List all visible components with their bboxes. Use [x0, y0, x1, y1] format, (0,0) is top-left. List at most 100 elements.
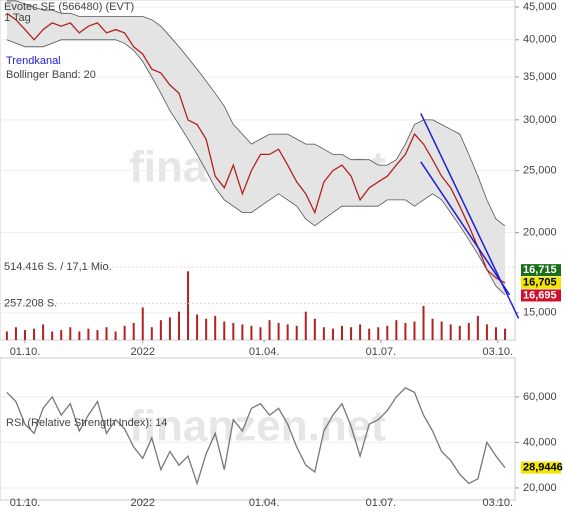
x-tick-label: 01.07.: [366, 497, 397, 509]
volume-bar: [259, 327, 262, 340]
rsi-title: RSI (Relative Strength Index): 14: [6, 417, 167, 429]
x-tick-label: 01.04.: [249, 497, 280, 509]
x-tick-label: 03.10.: [482, 346, 513, 358]
y-tick-label: 20,000: [523, 482, 557, 494]
volume-bar: [150, 327, 153, 340]
volume-bar: [223, 321, 226, 340]
volume-bar: [250, 325, 253, 340]
y-tick-label: 20,000: [523, 227, 557, 239]
volume-bar: [440, 321, 443, 340]
price-line: [6, 12, 506, 284]
volume-bar: [359, 324, 362, 340]
y-tick-label: 25,000: [523, 164, 557, 176]
volume-bar: [467, 323, 470, 340]
volume-bar: [214, 315, 217, 340]
value-label: 16,695: [523, 289, 557, 301]
volume-bar: [377, 327, 380, 340]
band-upper: [6, 0, 506, 227]
volume-bar: [268, 320, 271, 340]
volume-bar: [322, 327, 325, 340]
volume-bar: [187, 271, 190, 340]
volume-bar: [78, 331, 81, 340]
volume-bar: [295, 325, 298, 340]
volume-bar: [341, 325, 344, 340]
y-tick-label: 35,000: [523, 71, 557, 83]
volume-bar: [313, 318, 316, 340]
watermark: finanzen.net: [129, 402, 386, 451]
value-box: [521, 264, 561, 277]
volume-bar: [494, 327, 497, 340]
volume-bar: [286, 324, 289, 340]
y-tick-label: 60,000: [523, 391, 557, 403]
volume-bar: [14, 327, 17, 340]
volume-bar: [404, 323, 407, 340]
y-tick-label: 30,000: [523, 114, 557, 126]
band-fill: [6, 0, 506, 295]
volume-bar: [241, 324, 244, 340]
volume-bar: [69, 327, 72, 340]
volume-bar: [413, 321, 416, 340]
volume-tick-label: 514.416 S. / 17,1 Mio.: [4, 261, 112, 273]
x-tick-label: 03.10.: [482, 497, 513, 509]
volume-bar: [159, 320, 162, 340]
y-tick-label: 15,000: [523, 307, 557, 319]
volume-bar: [431, 318, 434, 340]
interval: 1 Tag: [4, 12, 31, 24]
volume-bar: [386, 325, 389, 340]
volume-bar: [168, 317, 171, 340]
trend-line: [420, 161, 511, 296]
value-label: 28,9446: [523, 461, 563, 473]
volume-bar: [60, 330, 63, 340]
volume-bar: [205, 318, 208, 340]
value-box: [521, 461, 561, 474]
volume-bar: [105, 327, 108, 340]
volume-bar: [458, 325, 461, 340]
volume-bar: [350, 327, 353, 340]
volume-bar: [395, 320, 398, 340]
chart-title: Evotec SE (566480) (EVT): [4, 1, 134, 13]
band-lower: [6, 39, 506, 296]
x-tick-label: 01.10.: [10, 497, 41, 509]
volume-bar: [504, 328, 507, 340]
volume-bar: [141, 307, 144, 340]
volume-bar: [331, 328, 334, 340]
x-tick-label: 01.10.: [10, 346, 41, 358]
volume-bar: [96, 330, 99, 340]
y-tick-label: 40,000: [523, 34, 557, 46]
value-box: [521, 289, 561, 302]
volume-bar: [368, 328, 371, 340]
volume-tick-label: 257.208 S.: [4, 297, 57, 309]
y-tick-label: 45,000: [523, 1, 557, 13]
volume-bar: [304, 311, 307, 340]
value-label: 16,715: [523, 264, 557, 276]
volume-bar: [476, 315, 479, 340]
volume-bar: [177, 311, 180, 340]
volume-bar: [33, 328, 36, 340]
x-tick-label: 01.07.: [366, 346, 397, 358]
x-tick-label: 01.04.: [249, 346, 280, 358]
value-label: 16,705: [523, 277, 557, 289]
volume-bar: [132, 323, 135, 340]
price-line: [6, 387, 506, 486]
volume-bar: [123, 325, 126, 340]
volume-bar: [196, 314, 199, 340]
value-box: [521, 276, 561, 289]
x-tick-label: 2022: [131, 346, 155, 358]
volume-bar: [42, 324, 45, 340]
volume-bar: [277, 323, 280, 340]
y-tick-label: 40,000: [523, 436, 557, 448]
volume-bar: [23, 330, 26, 340]
volume-bar: [114, 331, 117, 340]
volume-bar: [449, 324, 452, 340]
legend-label: Trendkanal: [6, 55, 61, 67]
volume-bar: [232, 323, 235, 340]
volume-bar: [87, 328, 90, 340]
legend-label: Bollinger Band: 20: [6, 69, 96, 81]
volume-bar: [422, 306, 425, 340]
plot-area: [0, 357, 516, 501]
volume-bar: [485, 324, 488, 340]
volume-bar: [51, 331, 54, 340]
x-tick-label: 2022: [131, 497, 155, 509]
volume-bar: [5, 331, 8, 340]
